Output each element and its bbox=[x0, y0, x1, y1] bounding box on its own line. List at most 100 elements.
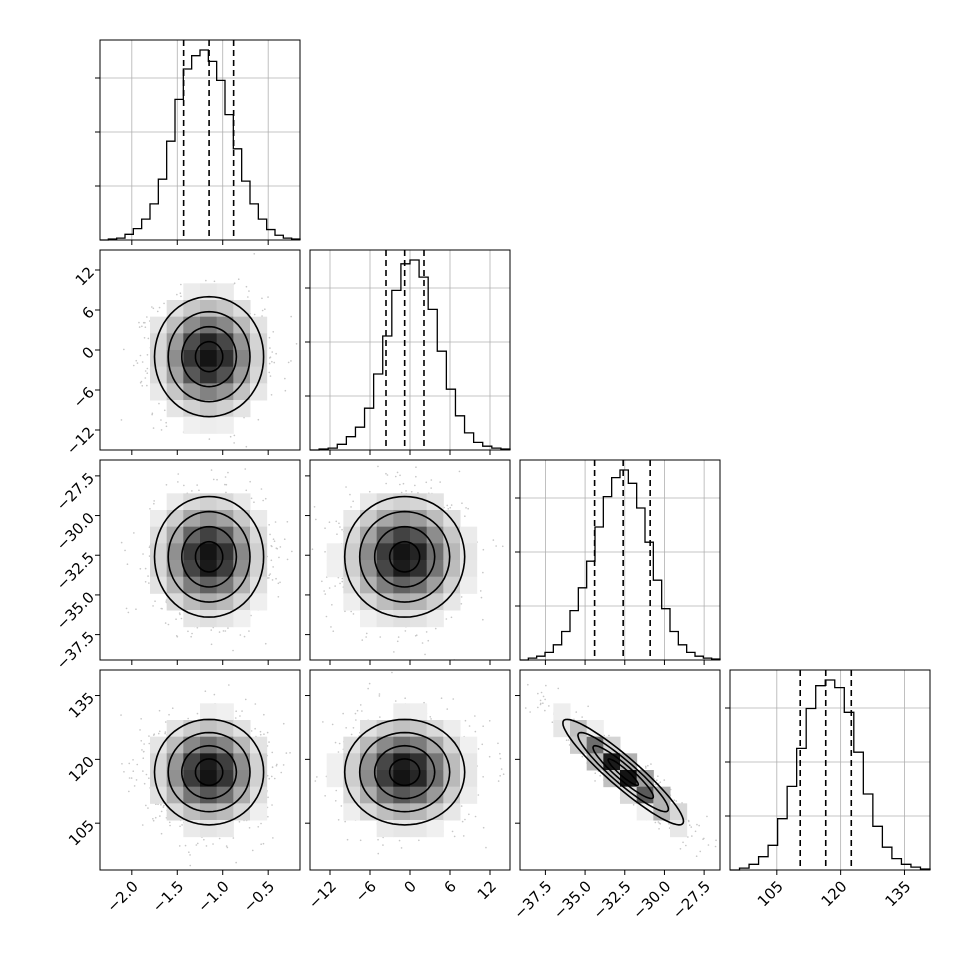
scatter-panel-2-1 bbox=[309, 459, 511, 661]
density-cell bbox=[443, 720, 461, 738]
density-cell bbox=[426, 526, 444, 544]
density-cell bbox=[376, 786, 394, 804]
density-cell bbox=[570, 736, 588, 754]
density-cell bbox=[233, 753, 251, 771]
density-cell bbox=[426, 753, 444, 771]
density-cell bbox=[200, 510, 218, 528]
xtick-label-2-1: −35.0 bbox=[550, 877, 595, 922]
density-cell bbox=[393, 510, 411, 528]
density-cell bbox=[326, 560, 344, 578]
xtick-label-3-0: 105 bbox=[754, 877, 787, 910]
xtick-label-1-3: 6 bbox=[441, 877, 460, 896]
density-cell bbox=[216, 283, 234, 301]
density-cell bbox=[200, 383, 218, 401]
density-cell bbox=[200, 576, 218, 594]
contour-1 bbox=[180, 525, 238, 588]
density-cell bbox=[216, 736, 234, 754]
density-cell bbox=[166, 316, 184, 334]
density-cell bbox=[343, 593, 361, 611]
density-cell bbox=[233, 543, 251, 561]
xtick-label-0-2: −1.0 bbox=[194, 877, 232, 915]
density-cell bbox=[443, 593, 461, 611]
density-cell bbox=[393, 703, 411, 721]
contour-2 bbox=[577, 731, 670, 813]
contour-0 bbox=[388, 758, 421, 787]
density-cell bbox=[360, 543, 378, 561]
ytick-label-3-0: 105 bbox=[65, 816, 98, 849]
xtick-label-2-3: −30.0 bbox=[629, 877, 674, 922]
density-cell bbox=[166, 770, 184, 788]
density-cell bbox=[460, 786, 478, 804]
axes-frame-2-0 bbox=[99, 459, 301, 661]
contour-0 bbox=[194, 540, 224, 573]
density-cell bbox=[443, 803, 461, 821]
density-cell bbox=[250, 316, 268, 334]
density-cell bbox=[393, 753, 411, 771]
contour-0 bbox=[388, 540, 421, 573]
density-cell bbox=[376, 576, 394, 594]
xtick-label-0-3: −0.5 bbox=[240, 877, 278, 915]
density-cell bbox=[426, 543, 444, 561]
density-cell bbox=[410, 736, 428, 754]
density-cell bbox=[393, 560, 411, 578]
density-cell bbox=[183, 820, 201, 838]
density-cell bbox=[426, 576, 444, 594]
density-cell bbox=[200, 543, 218, 561]
axes-frame-2-2 bbox=[519, 459, 721, 661]
axes-frame-3-3 bbox=[729, 669, 931, 871]
scatter-panel-2-0 bbox=[99, 459, 301, 661]
density-cell bbox=[410, 560, 428, 578]
density-cell bbox=[183, 803, 201, 821]
density-cell bbox=[460, 526, 478, 544]
xtick-label-1-4: 12 bbox=[474, 877, 500, 903]
density-cell bbox=[460, 576, 478, 594]
density-cell bbox=[233, 610, 251, 628]
axes-frame-3-2 bbox=[519, 669, 721, 871]
ytick-label-3-1: 120 bbox=[65, 753, 98, 786]
contour-3 bbox=[153, 718, 265, 826]
density-cell bbox=[200, 526, 218, 544]
density-cell bbox=[636, 803, 654, 821]
density-cell bbox=[183, 610, 201, 628]
density-cell bbox=[150, 316, 168, 334]
density-cell bbox=[376, 803, 394, 821]
density-cell bbox=[183, 400, 201, 418]
density-cell bbox=[443, 560, 461, 578]
density-cell bbox=[216, 770, 234, 788]
density-cell bbox=[200, 560, 218, 578]
xtick-label-3-2: 135 bbox=[881, 877, 914, 910]
xtick-label-2-0: −37.5 bbox=[510, 877, 555, 922]
density-cell bbox=[553, 703, 571, 721]
ytick-label-1-3: 6 bbox=[79, 303, 98, 322]
density-cell bbox=[216, 543, 234, 561]
density-cell bbox=[360, 593, 378, 611]
ytick-label-2-0: −37.5 bbox=[53, 628, 98, 673]
density-cell bbox=[360, 526, 378, 544]
density-cell bbox=[326, 753, 344, 771]
density-cell bbox=[150, 333, 168, 351]
density-cell bbox=[343, 786, 361, 804]
density-cell bbox=[166, 350, 184, 368]
density-cell bbox=[393, 576, 411, 594]
density-cell bbox=[183, 560, 201, 578]
density-cell bbox=[343, 803, 361, 821]
xtick-label-2-4: −27.5 bbox=[669, 877, 714, 922]
density-cell bbox=[393, 543, 411, 561]
density-cell bbox=[393, 610, 411, 628]
density-cell bbox=[426, 770, 444, 788]
density-cell bbox=[426, 510, 444, 528]
density-cell bbox=[250, 736, 268, 754]
contour-2 bbox=[358, 510, 451, 603]
density-cell bbox=[410, 703, 428, 721]
density-cell bbox=[166, 593, 184, 611]
hist-panel-2 bbox=[515, 459, 721, 661]
density-cell bbox=[200, 400, 218, 418]
density-cell bbox=[216, 803, 234, 821]
scatter-panel-3-1 bbox=[309, 669, 511, 871]
contour-1 bbox=[373, 744, 436, 800]
contour-1 bbox=[373, 525, 436, 588]
ytick-label-2-1: −35.0 bbox=[53, 588, 98, 633]
scatter-panel-3-2 bbox=[519, 669, 721, 871]
density-cell bbox=[216, 366, 234, 384]
